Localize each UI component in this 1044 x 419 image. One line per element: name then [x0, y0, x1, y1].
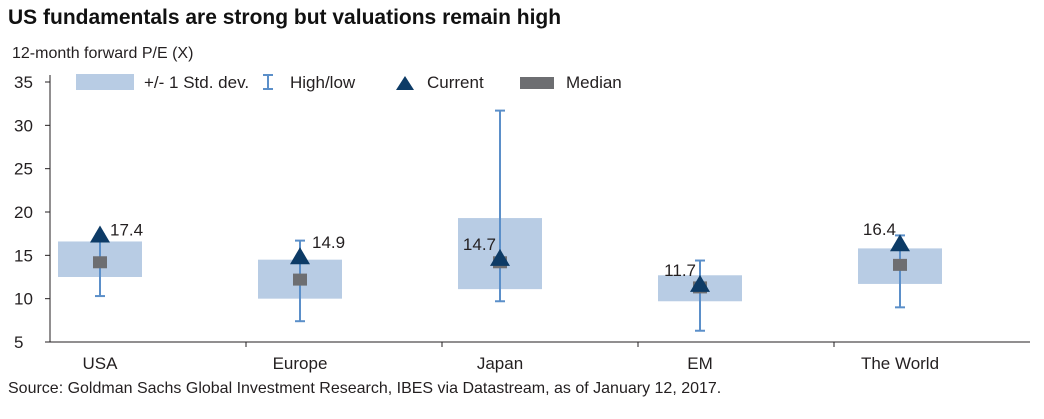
current-value-label: 14.9: [312, 233, 345, 252]
x-tick-label: USA: [83, 354, 119, 373]
legend-std-swatch: [76, 74, 134, 90]
legend-high-low-label: High/low: [290, 73, 356, 92]
x-tick-label: EM: [687, 354, 713, 373]
y-tick-label: 10: [14, 290, 33, 309]
legend-median-swatch: [520, 77, 554, 89]
y-axis-label: 12-month forward P/E (X): [12, 45, 193, 62]
source-note: Source: Goldman Sachs Global Investment …: [8, 380, 722, 397]
current-marker: [890, 234, 910, 252]
x-tick-label: Japan: [477, 354, 523, 373]
y-tick-label: 20: [14, 203, 33, 222]
legend-median-label: Median: [566, 73, 622, 92]
median-marker: [93, 256, 107, 269]
x-tick-label: Europe: [273, 354, 328, 373]
legend-std-label: +/- 1 Std. dev.: [144, 73, 249, 92]
current-marker: [490, 248, 510, 266]
median-marker: [293, 273, 307, 286]
legend-high-low-icon: [263, 74, 273, 90]
current-marker: [90, 225, 110, 243]
current-value-label: 16.4: [863, 220, 896, 239]
median-marker: [893, 258, 907, 271]
x-tick-label: The World: [861, 354, 939, 373]
legend-current-label: Current: [427, 73, 484, 92]
current-marker: [290, 247, 310, 265]
current-value-label: 17.4: [110, 221, 143, 240]
current-marker: [690, 274, 710, 292]
y-tick-label: 5: [14, 333, 23, 352]
y-tick-label: 30: [14, 116, 33, 135]
y-tick-label: 25: [14, 160, 33, 179]
y-tick-label: 35: [14, 73, 33, 92]
y-tick-label: 15: [14, 246, 33, 265]
legend-current-icon: [396, 76, 414, 90]
legend: +/- 1 Std. dev. High/low Current Median: [76, 73, 622, 92]
current-value-label: 14.7: [463, 235, 496, 254]
chart-title: US fundamentals are strong but valuation…: [8, 6, 562, 29]
current-value-label: 11.7: [664, 261, 696, 280]
